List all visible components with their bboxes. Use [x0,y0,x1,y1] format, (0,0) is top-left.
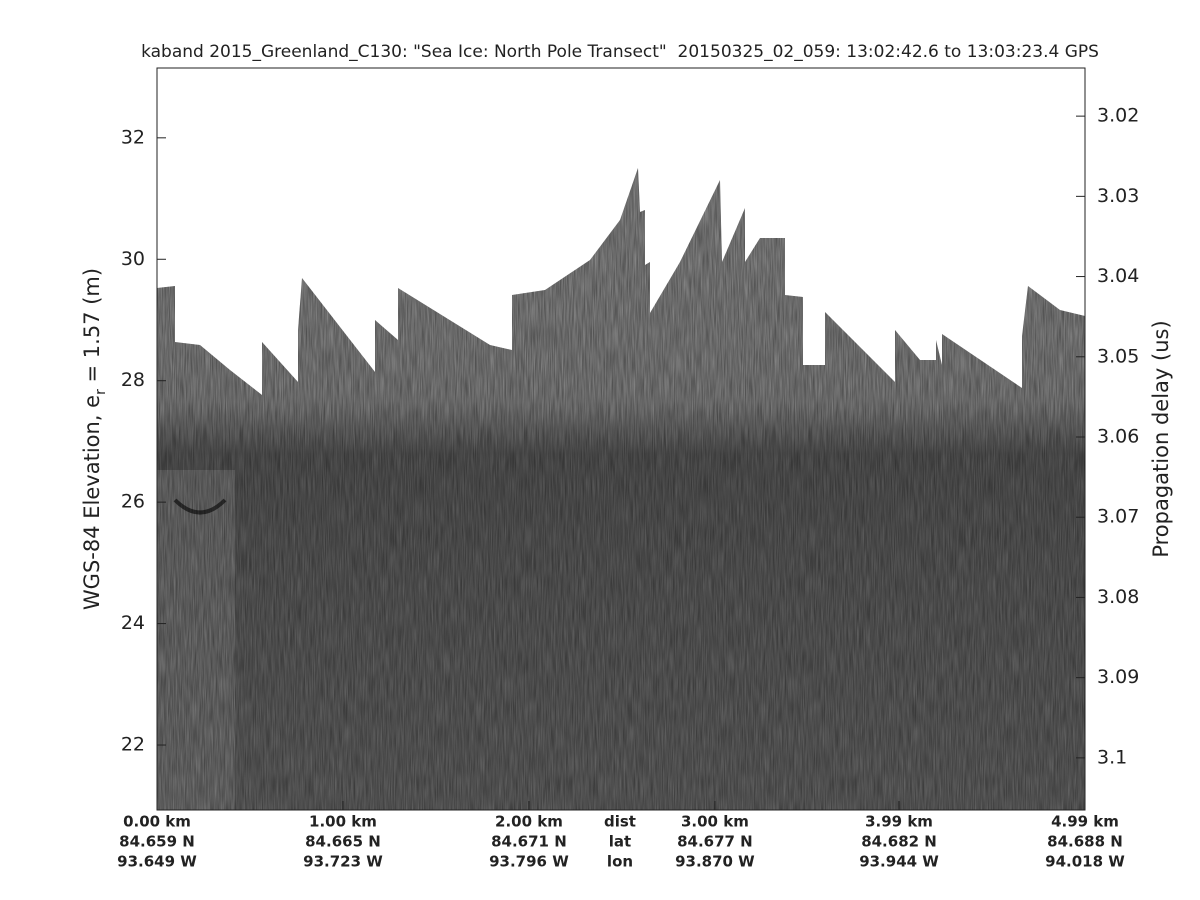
echogram-image [157,68,1085,810]
plot-frame [156,67,1086,811]
y-axis-label: WGS-84 Elevation, er = 1.57 (m) [80,268,109,610]
lat-label: 84.659 N [119,833,195,851]
lon-label: 93.649 W [117,853,197,871]
y-label-part: = 1.57 (m) [80,268,104,389]
x-tick-label: 3.00 km [681,813,749,831]
y-tick-label: 26 [121,491,145,513]
x-tick-label: 0.00 km [123,813,191,831]
y-tick-label: 22 [121,734,145,756]
y2-tick-label: 3.02 [1097,105,1139,127]
lon-label: 93.723 W [303,853,383,871]
y2-tick-label: 3.04 [1097,265,1139,287]
y2-axis-label: Propagation delay (us) [1149,320,1173,557]
x-tick-label: 2.00 km [495,813,563,831]
row-name: dist [604,813,636,831]
lon-label: 94.018 W [1045,853,1125,871]
x-tick-label: 1.00 km [309,813,377,831]
y-tick-label: 30 [121,248,145,270]
lat-label: 84.677 N [677,833,753,851]
y2-tick-label: 3.06 [1097,425,1139,447]
x-tick-label: 4.99 km [1051,813,1119,831]
lat-label: 84.682 N [861,833,937,851]
lat-label: 84.671 N [491,833,567,851]
lon-label: 93.796 W [489,853,569,871]
y2-tick-label: 3.09 [1097,666,1139,688]
lon-label: 93.870 W [675,853,755,871]
y2-tick-label: 3.07 [1097,506,1139,528]
x-tick-label: 3.99 km [865,813,933,831]
y-tick-label: 24 [121,612,145,634]
y-tick-label: 32 [121,126,145,148]
y2-tick-label: 3.03 [1097,185,1139,207]
chart-title: kaband 2015_Greenland_C130: "Sea Ice: No… [141,42,1099,62]
y-label-part: WGS-84 Elevation, e [80,395,104,610]
row-name: lon [607,853,633,871]
y2-tick-label: 3.05 [1097,345,1139,367]
y-tick-label: 28 [121,369,145,391]
y2-tick-label: 3.08 [1097,586,1139,608]
lon-label: 93.944 W [859,853,939,871]
lat-label: 84.665 N [305,833,381,851]
lat-label: 84.688 N [1047,833,1123,851]
row-name: lat [609,833,631,851]
y2-tick-label: 3.1 [1097,746,1127,768]
y-label-subscript: r [93,389,109,395]
